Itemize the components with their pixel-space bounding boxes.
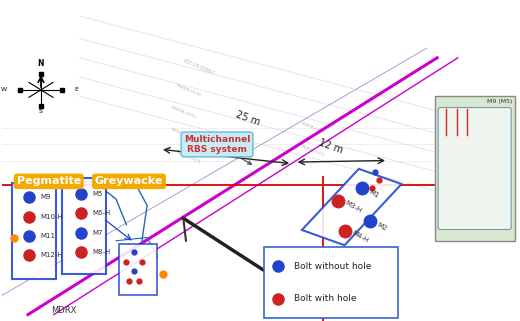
Text: M12-H: M12-H <box>41 252 63 258</box>
Text: Bolt with hole: Bolt with hole <box>294 294 356 303</box>
Text: E: E <box>74 87 79 92</box>
Text: NS80A-0371: NS80A-0371 <box>301 144 326 158</box>
Text: W: W <box>1 87 7 92</box>
Text: NS80A-0035: NS80A-0035 <box>170 105 197 119</box>
Text: M5: M5 <box>92 191 102 197</box>
Text: M8-H: M8-H <box>92 249 110 255</box>
Text: Multichannel
RBS system: Multichannel RBS system <box>184 135 251 164</box>
Text: 12 m: 12 m <box>318 137 344 155</box>
Text: M2: M2 <box>376 222 388 232</box>
Text: M3-H: M3-H <box>344 199 363 213</box>
Text: M9 (M5): M9 (M5) <box>487 99 512 104</box>
Text: NS80A-0022: NS80A-0022 <box>300 122 326 135</box>
Text: M6-H: M6-H <box>92 211 110 216</box>
Text: M4-H: M4-H <box>351 230 370 244</box>
Polygon shape <box>12 183 57 279</box>
Polygon shape <box>62 178 106 274</box>
FancyBboxPatch shape <box>435 96 515 241</box>
Text: M7: M7 <box>92 230 103 236</box>
Text: Greywacke: Greywacke <box>95 176 163 187</box>
Text: 25 m: 25 m <box>235 110 262 128</box>
Text: N: N <box>37 59 44 68</box>
Text: M9: M9 <box>41 195 51 200</box>
Polygon shape <box>302 169 401 245</box>
Text: M1: M1 <box>368 188 380 199</box>
Text: EST-15-00967: EST-15-00967 <box>183 58 215 76</box>
Text: M11: M11 <box>41 233 56 239</box>
Text: NS80A-0038: NS80A-0038 <box>175 83 202 97</box>
Text: M10-H: M10-H <box>41 214 63 220</box>
FancyBboxPatch shape <box>264 247 398 318</box>
Text: S: S <box>39 109 43 114</box>
Text: MDRX: MDRX <box>51 306 77 315</box>
Text: NS80A-0371: NS80A-0371 <box>175 150 202 164</box>
Text: Bolt without hole: Bolt without hole <box>294 262 371 271</box>
FancyBboxPatch shape <box>438 108 511 230</box>
Text: Pegmatite: Pegmatite <box>17 176 81 187</box>
Text: NS80A-0036: NS80A-0036 <box>170 128 197 142</box>
Polygon shape <box>119 244 158 295</box>
